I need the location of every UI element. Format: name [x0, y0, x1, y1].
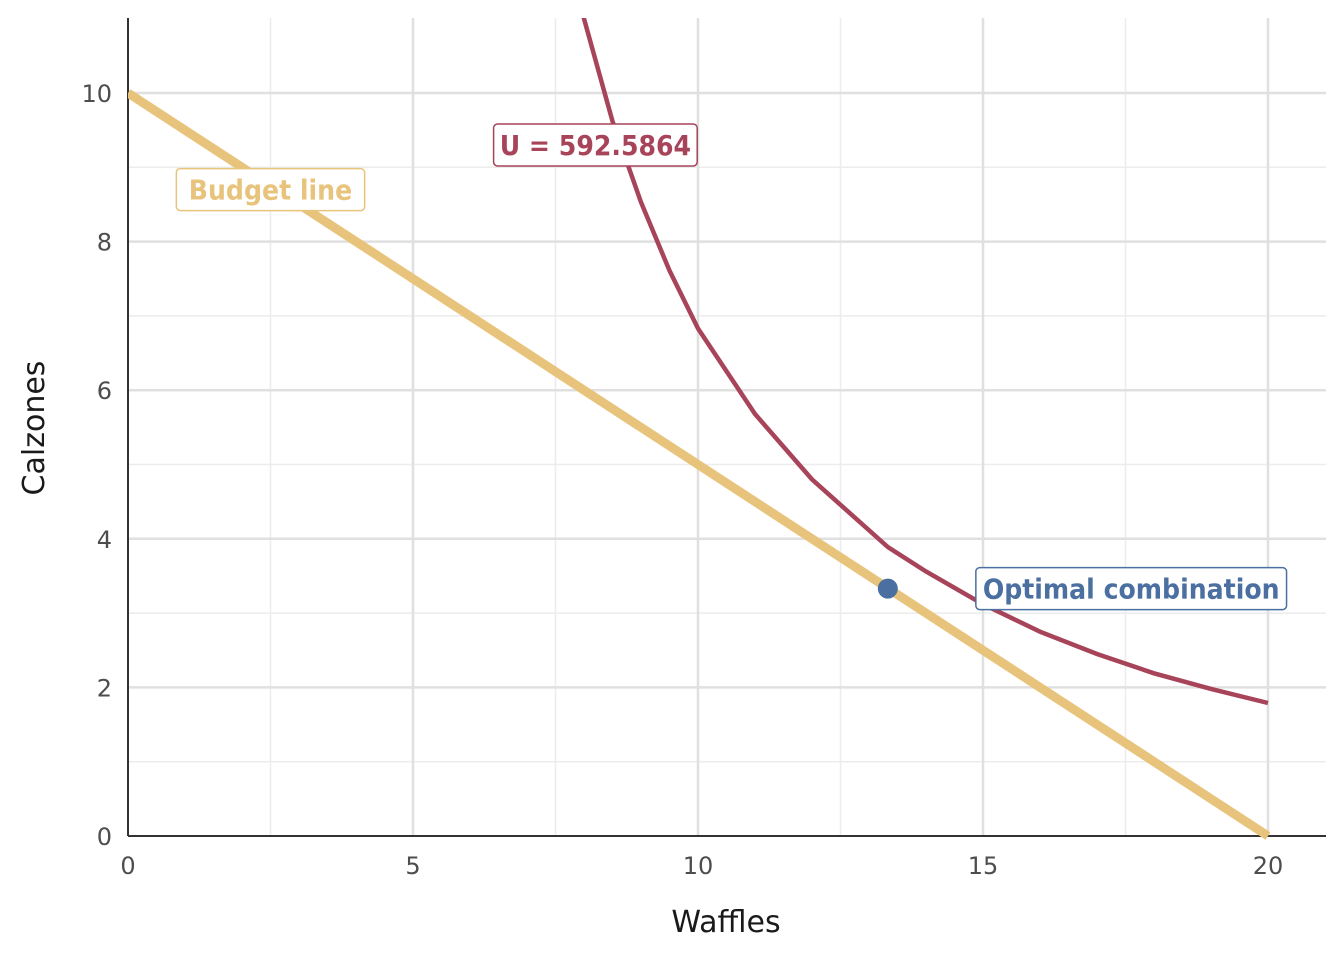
utility-label: U = 592.5864 — [492, 123, 698, 167]
budget-line-label-box — [175, 167, 366, 212]
x-tick-label: 15 — [968, 852, 999, 880]
minor-gridlines — [128, 18, 1326, 836]
utility-label-box — [492, 123, 698, 167]
major-gridlines — [128, 18, 1326, 836]
optimal-combination-label-text: Optimal combination — [983, 573, 1280, 606]
annotations-layer: Budget line U = 592.5864 Optimal combinati… — [175, 123, 1288, 611]
y-axis-title: Calzones — [17, 361, 52, 496]
y-tick-label: 6 — [97, 377, 112, 405]
points-layer — [877, 578, 898, 599]
x-tick-label: 10 — [683, 852, 714, 880]
optimal-point — [877, 578, 898, 599]
y-tick-label: 0 — [97, 823, 112, 851]
tick-labels: 0 5 10 15 20 0 2 4 6 8 10 — [81, 80, 1283, 880]
y-tick-label: 10 — [81, 80, 112, 108]
axes — [127, 18, 1326, 837]
x-tick-label: 0 — [120, 852, 135, 880]
x-axis-title: Waffles — [671, 905, 780, 940]
indifference-curve — [581, 18, 1269, 706]
optimal-combination-label-box — [975, 566, 1288, 611]
optimal-combination-label: Optimal combination — [975, 566, 1288, 611]
budget-line-label-text: Budget line — [189, 174, 352, 207]
budget-line — [128, 89, 1271, 840]
y-tick-label: 4 — [97, 526, 112, 554]
x-tick-label: 5 — [405, 852, 420, 880]
y-tick-label: 2 — [97, 674, 112, 702]
series-layer — [128, 18, 1271, 840]
x-tick-label: 20 — [1253, 852, 1284, 880]
y-tick-label: 8 — [97, 229, 112, 257]
budget-line-label: Budget line — [175, 167, 366, 212]
utility-label-text: U = 592.5864 — [500, 129, 691, 162]
